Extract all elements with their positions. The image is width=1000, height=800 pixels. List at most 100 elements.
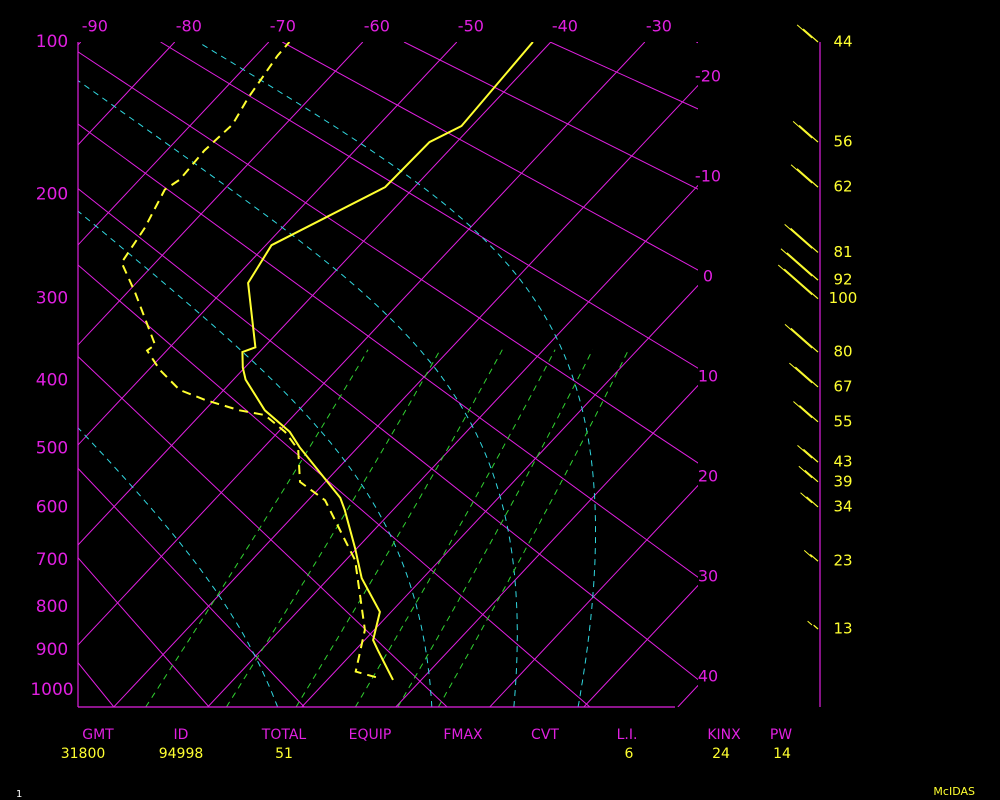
wind-speed-label: 56 bbox=[833, 133, 852, 151]
wind-barb-feather bbox=[796, 24, 813, 39]
wind-speed-label: 43 bbox=[833, 453, 852, 471]
dry-adiabat bbox=[78, 123, 698, 578]
dry-adiabat bbox=[282, 42, 698, 271]
dry-adiabat bbox=[78, 467, 305, 707]
wind-speed-label: 81 bbox=[833, 243, 852, 261]
x-tick-label: -80 bbox=[176, 17, 202, 36]
y-tick-label: 400 bbox=[36, 370, 68, 390]
stat-label: GMT bbox=[82, 727, 114, 743]
wind-speed-label: 67 bbox=[833, 377, 852, 395]
wind-barb bbox=[794, 366, 819, 388]
dry-adiabat bbox=[78, 51, 698, 464]
wind-barb bbox=[790, 227, 819, 253]
stat-value: 24 bbox=[712, 746, 730, 762]
x-tick-label-right: 10 bbox=[698, 366, 718, 385]
y-tick-label: 500 bbox=[36, 438, 68, 458]
x-tick-label: -50 bbox=[458, 17, 484, 36]
stat-label: TOTAL bbox=[261, 727, 307, 743]
isotherm bbox=[78, 42, 646, 646]
isotherm bbox=[78, 42, 364, 346]
x-tick-label-right: 40 bbox=[698, 667, 718, 686]
y-tick-label: 700 bbox=[36, 550, 68, 570]
y-tick-label: 800 bbox=[36, 597, 68, 617]
y-tick-label: 100 bbox=[36, 32, 68, 52]
wind-barb bbox=[798, 124, 819, 143]
x-tick-label-right: 0 bbox=[703, 266, 713, 285]
sounding-traces bbox=[120, 42, 534, 681]
dry-adiabat bbox=[403, 42, 698, 190]
x-tick-label-right: 30 bbox=[698, 567, 718, 586]
x-tick-label: -90 bbox=[82, 17, 108, 36]
wind-speed-label: 34 bbox=[833, 497, 852, 515]
wind-speed-label: 55 bbox=[833, 412, 852, 430]
labels: -90 -80 -70 -60 -50 -40 -30 -20 -10 0 10 20 30 40 100 2… bbox=[30, 17, 857, 763]
stat-label: L.I. bbox=[617, 727, 638, 743]
stat-value: 94998 bbox=[159, 746, 204, 762]
x-tick-label-right: -10 bbox=[695, 166, 721, 185]
wind-barb-feather bbox=[807, 620, 813, 626]
isotherm bbox=[207, 184, 698, 707]
y-tick-label: 200 bbox=[36, 184, 68, 204]
wind-speed-label: 62 bbox=[833, 178, 852, 196]
isotherm bbox=[489, 484, 698, 707]
dry-adiabat bbox=[78, 557, 210, 707]
mixing-ratio-line bbox=[225, 349, 441, 707]
wind-barb-feather bbox=[780, 248, 813, 277]
wind-barb bbox=[813, 624, 819, 630]
dry-adiabat bbox=[78, 355, 448, 707]
y-tick-label: 300 bbox=[36, 289, 68, 309]
wind-barb-feather bbox=[800, 492, 813, 504]
x-tick-label: -70 bbox=[270, 17, 296, 36]
stat-label: ID bbox=[174, 727, 189, 743]
isotherm bbox=[583, 584, 698, 707]
temperature-trace bbox=[241, 42, 534, 681]
stat-label: PW bbox=[770, 727, 792, 743]
wind-barb-feather bbox=[797, 444, 813, 459]
wind-barb bbox=[799, 405, 819, 423]
moist-adiabat bbox=[78, 427, 279, 707]
y-tick-label: 1000 bbox=[30, 680, 73, 700]
dry-adiabat bbox=[78, 264, 591, 707]
dewpoint-trace bbox=[120, 42, 377, 679]
x-tick-label: -40 bbox=[552, 17, 578, 36]
isotherm bbox=[78, 42, 552, 546]
wind-barb bbox=[809, 553, 819, 562]
y-tick-label: 600 bbox=[36, 497, 68, 517]
wind-barb-feather bbox=[784, 323, 813, 349]
footer-left: 1 bbox=[16, 789, 22, 800]
mixing-ratio-line bbox=[354, 349, 556, 707]
mixing-ratio-line bbox=[397, 349, 594, 707]
stat-label: EQUIP bbox=[349, 727, 392, 743]
wind-barb bbox=[804, 469, 819, 483]
isotherm bbox=[301, 284, 698, 707]
x-tick-label: -30 bbox=[646, 17, 672, 36]
wind-barb-feather bbox=[803, 550, 813, 558]
wind-speed-label: 44 bbox=[833, 33, 852, 51]
footer-right: McIDAS bbox=[933, 785, 975, 798]
wind-barb bbox=[783, 268, 819, 300]
x-tick-label: -60 bbox=[364, 17, 390, 36]
wind-barb bbox=[802, 28, 819, 43]
mixing-ratio-line bbox=[295, 349, 503, 707]
wind-barb bbox=[803, 448, 819, 463]
wind-speed-label: 13 bbox=[833, 619, 852, 637]
wind-barb-feather bbox=[798, 465, 813, 479]
x-tick-label-right: 20 bbox=[698, 466, 718, 485]
wind-barb-feather bbox=[784, 223, 813, 249]
isotherm bbox=[78, 42, 458, 446]
diagram-grid bbox=[78, 42, 698, 707]
stat-label: KINX bbox=[707, 727, 741, 743]
wind-barb bbox=[786, 252, 819, 281]
y-tick-label: 900 bbox=[36, 640, 68, 660]
stat-value: 6 bbox=[625, 746, 634, 762]
stat-value: 14 bbox=[773, 746, 791, 762]
stat-label: CVT bbox=[531, 727, 559, 743]
wind-barb bbox=[790, 327, 819, 353]
wind-speed-label: 80 bbox=[833, 343, 852, 361]
x-tick-label-right: -20 bbox=[695, 66, 721, 85]
wind-barb-feather bbox=[790, 164, 813, 184]
mixing-ratio-line bbox=[437, 349, 629, 707]
wind-barb-feather bbox=[793, 401, 813, 419]
